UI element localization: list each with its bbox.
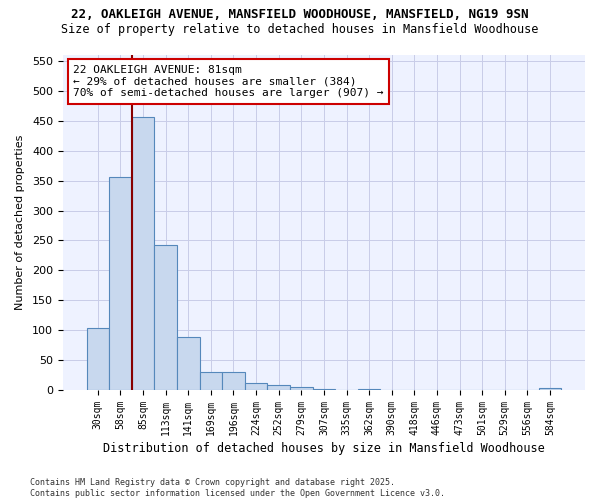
Bar [245,383,268,390]
Text: Size of property relative to detached houses in Mansfield Woodhouse: Size of property relative to detached ho… [61,22,539,36]
Bar [539,388,561,390]
Text: Contains HM Land Registry data © Crown copyright and database right 2025.
Contai: Contains HM Land Registry data © Crown c… [30,478,445,498]
Text: 22, OAKLEIGH AVENUE, MANSFIELD WOODHOUSE, MANSFIELD, NG19 9SN: 22, OAKLEIGH AVENUE, MANSFIELD WOODHOUSE… [71,8,529,20]
Bar [200,372,222,390]
Text: 22 OAKLEIGH AVENUE: 81sqm
← 29% of detached houses are smaller (384)
70% of semi: 22 OAKLEIGH AVENUE: 81sqm ← 29% of detac… [73,65,384,98]
Bar [290,387,313,390]
Y-axis label: Number of detached properties: Number of detached properties [15,135,25,310]
Bar [154,244,177,390]
Bar [177,338,200,390]
X-axis label: Distribution of detached houses by size in Mansfield Woodhouse: Distribution of detached houses by size … [103,442,545,455]
Bar [109,177,132,390]
Bar [132,117,154,390]
Bar [313,389,335,390]
Bar [86,328,109,390]
Bar [268,386,290,390]
Bar [222,372,245,390]
